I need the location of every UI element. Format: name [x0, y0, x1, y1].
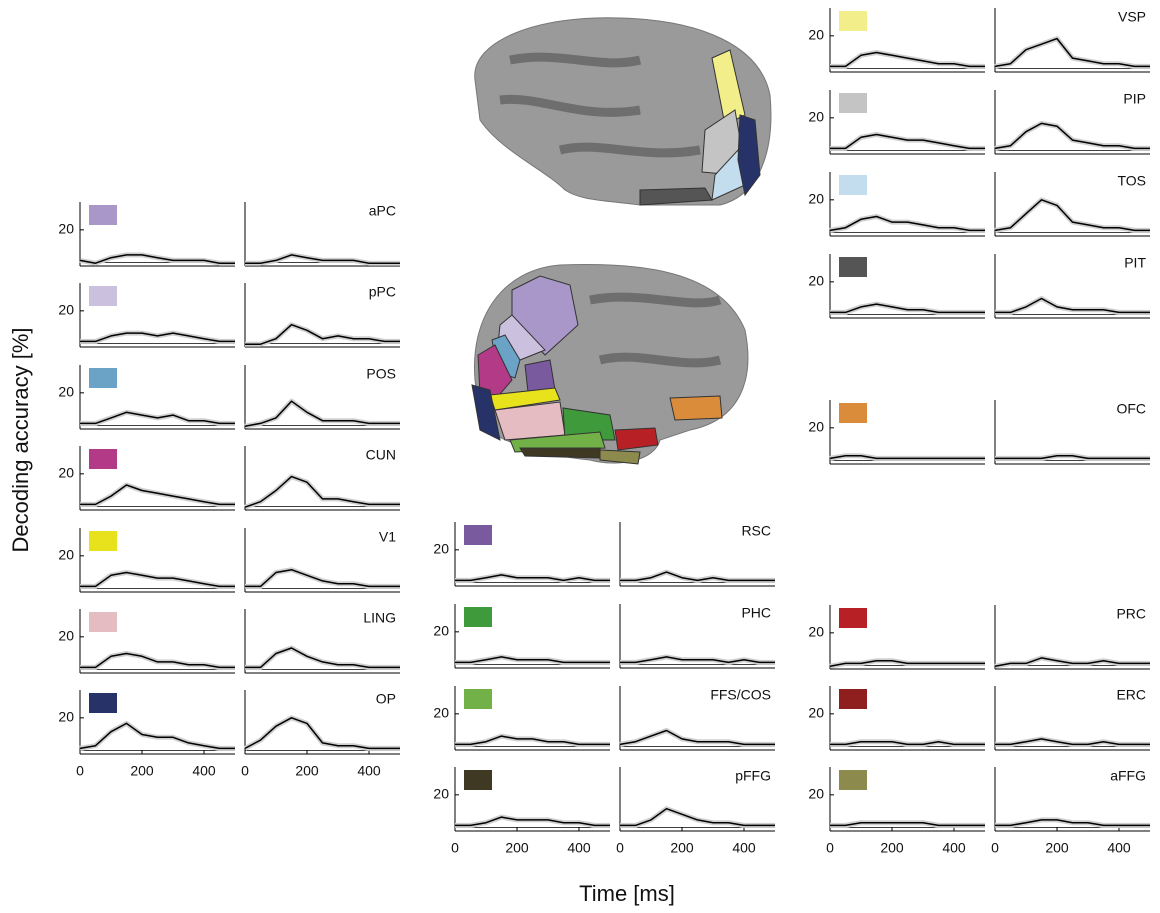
x-tick-label: 400	[1107, 840, 1131, 856]
brain-medial	[472, 264, 748, 464]
region-swatch	[464, 770, 492, 790]
x-tick-label: 0	[616, 840, 624, 856]
x-tick-label: 200	[880, 840, 904, 856]
region-swatch	[89, 693, 117, 713]
y-tick-label: 20	[58, 465, 74, 481]
y-tick-label: 20	[58, 628, 74, 644]
y-tick-label: 20	[58, 221, 74, 237]
accuracy-line	[995, 39, 1150, 67]
region-name: V1	[379, 529, 396, 545]
region-name: PRC	[1116, 606, 1146, 622]
x-tick-label: 0	[76, 763, 84, 779]
y-tick-label: 20	[808, 27, 824, 43]
region-swatch	[839, 175, 867, 195]
error-band	[245, 648, 400, 667]
region-name: CUN	[366, 447, 396, 463]
y-tick-label: 20	[808, 191, 824, 207]
region-name: PIT	[1124, 255, 1146, 271]
region-name: OFC	[1116, 401, 1146, 417]
x-tick-label: 0	[451, 840, 459, 856]
region-name: PHC	[741, 605, 771, 621]
figure: Decoding accuracy [%] Time [ms] 20 aPC 20 p…	[0, 0, 1160, 913]
y-tick-label: 20	[808, 419, 824, 435]
region-swatch	[839, 257, 867, 277]
accuracy-line	[620, 809, 775, 826]
accuracy-line	[995, 200, 1150, 231]
region-swatch	[464, 525, 492, 545]
region-swatch	[89, 205, 117, 225]
y-tick-label: 20	[808, 273, 824, 289]
region-name: LING	[363, 610, 396, 626]
x-axis-label: Time [ms]	[579, 881, 675, 906]
x-tick-label: 200	[1045, 840, 1069, 856]
region-swatch	[464, 689, 492, 709]
region-name: aFFG	[1110, 768, 1146, 784]
region-swatch	[839, 770, 867, 790]
y-tick-label: 20	[58, 547, 74, 563]
error-band	[995, 200, 1150, 231]
y-tick-label: 20	[58, 709, 74, 725]
region-name: FFS/COS	[710, 687, 771, 703]
y-tick-label: 20	[808, 109, 824, 125]
y-tick-label: 20	[433, 623, 449, 639]
region-name: aPC	[369, 203, 396, 219]
region-name: pFFG	[735, 768, 771, 784]
region-swatch	[839, 608, 867, 628]
x-tick-label: 400	[942, 840, 966, 856]
x-tick-label: 200	[505, 840, 529, 856]
x-tick-label: 200	[670, 840, 694, 856]
region-name: VSP	[1118, 9, 1146, 25]
x-tick-label: 400	[732, 840, 756, 856]
region-name: OP	[376, 691, 396, 707]
x-tick-label: 0	[991, 840, 999, 856]
error-band	[80, 723, 235, 748]
error-band	[245, 477, 400, 508]
region-name: pPC	[369, 284, 396, 300]
region-swatch	[839, 93, 867, 113]
y-tick-label: 20	[808, 705, 824, 721]
region-swatch	[89, 286, 117, 306]
error-band	[80, 485, 235, 504]
region-swatch	[89, 612, 117, 632]
y-tick-label: 20	[433, 541, 449, 557]
region-name: POS	[366, 366, 396, 382]
error-band	[995, 39, 1150, 67]
error-band	[830, 304, 985, 312]
error-band	[245, 570, 400, 587]
y-tick-label: 20	[58, 384, 74, 400]
x-tick-label: 0	[826, 840, 834, 856]
region-swatch	[464, 607, 492, 627]
page: Decoding accuracy [%] Time [ms] 20 aPC 20 p…	[0, 0, 1160, 913]
y-axis-label: Decoding accuracy [%]	[8, 328, 33, 553]
region-swatch	[89, 368, 117, 388]
y-tick-label: 20	[808, 624, 824, 640]
region-name: PIP	[1123, 91, 1146, 107]
x-tick-label: 200	[130, 763, 154, 779]
region-name: RSC	[741, 523, 771, 539]
y-tick-label: 20	[58, 302, 74, 318]
region-name: ERC	[1116, 687, 1146, 703]
x-tick-label: 400	[192, 763, 216, 779]
x-tick-label: 400	[357, 763, 381, 779]
x-tick-label: 200	[295, 763, 319, 779]
region-swatch	[839, 689, 867, 709]
region-swatch	[839, 403, 867, 423]
error-band	[245, 401, 400, 426]
error-band	[995, 658, 1150, 666]
y-tick-label: 20	[433, 786, 449, 802]
brain-lateral	[475, 18, 771, 205]
region-swatch	[89, 449, 117, 469]
x-tick-label: 0	[241, 763, 249, 779]
x-tick-label: 400	[567, 840, 591, 856]
region-swatch	[89, 531, 117, 551]
y-tick-label: 20	[433, 705, 449, 721]
error-band	[995, 123, 1150, 148]
region-name: TOS	[1117, 173, 1146, 189]
region-swatch	[839, 11, 867, 31]
y-tick-label: 20	[808, 786, 824, 802]
